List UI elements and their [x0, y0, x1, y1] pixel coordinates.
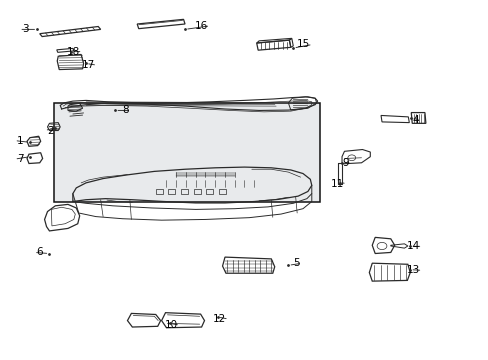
- Text: 14: 14: [406, 241, 419, 251]
- Text: 9: 9: [342, 158, 348, 168]
- Text: 12: 12: [213, 314, 226, 324]
- Text: 10: 10: [164, 320, 177, 330]
- Text: 7: 7: [17, 154, 23, 164]
- Text: 3: 3: [21, 24, 28, 35]
- Text: 6: 6: [36, 247, 43, 257]
- Bar: [54, 103, 320, 202]
- Text: 5: 5: [292, 258, 299, 268]
- Text: 17: 17: [81, 60, 95, 70]
- Text: 18: 18: [67, 46, 80, 57]
- Text: 11: 11: [330, 179, 344, 189]
- Text: 2: 2: [47, 126, 54, 135]
- Text: 8: 8: [122, 105, 129, 116]
- Text: 16: 16: [194, 21, 207, 31]
- Text: 1: 1: [17, 136, 23, 145]
- Text: 4: 4: [411, 115, 418, 125]
- Text: 13: 13: [406, 265, 419, 275]
- Text: 15: 15: [297, 40, 310, 49]
